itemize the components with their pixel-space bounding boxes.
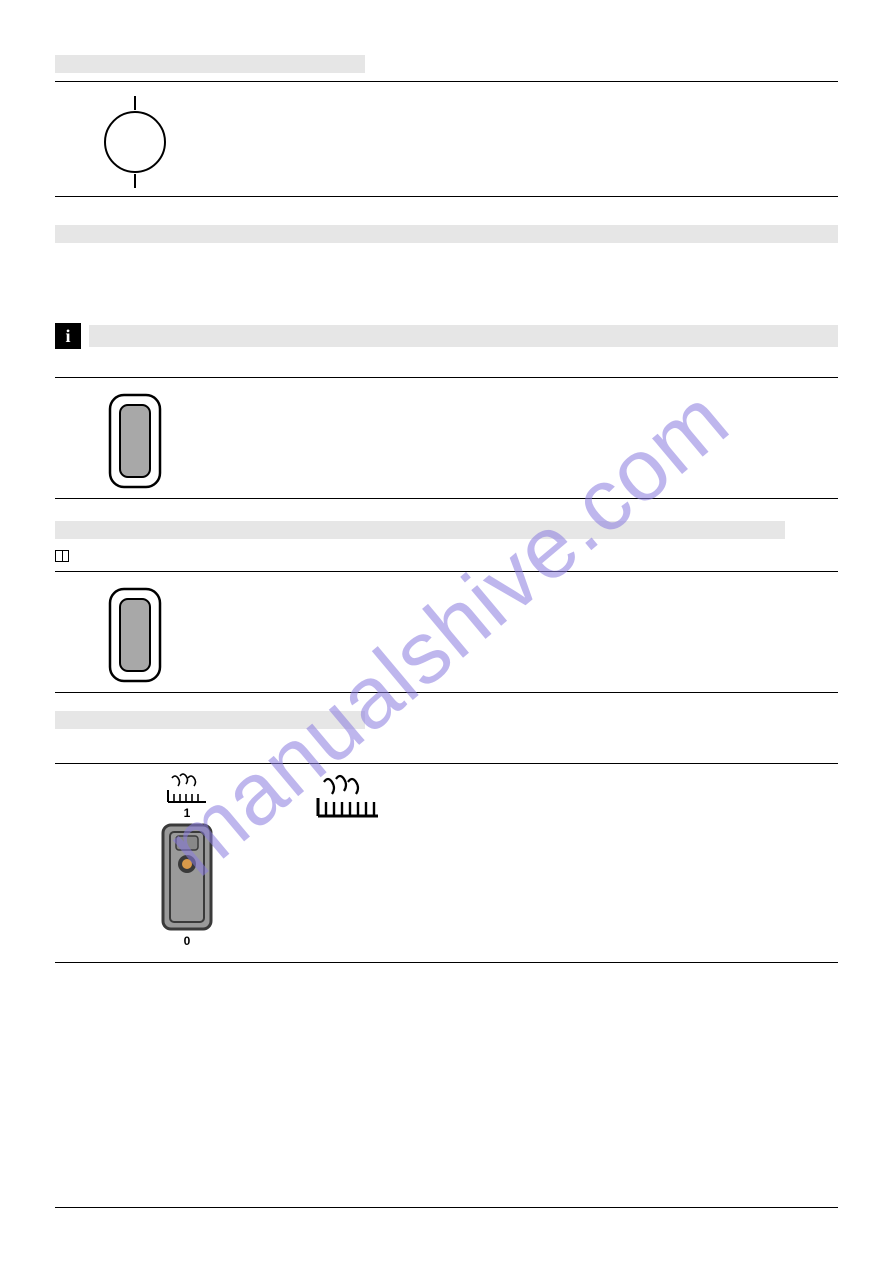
row-heat-switch: 1 0 xyxy=(55,763,838,963)
info-callout: i xyxy=(55,323,838,349)
row-rocker-1 xyxy=(55,377,838,499)
tall-switch-icon xyxy=(160,822,214,932)
row-rocker-2 xyxy=(55,571,838,693)
rocker-switch-icon-2 xyxy=(55,580,215,684)
heat-switch-column: 1 0 xyxy=(160,772,214,948)
footer-rule xyxy=(55,1207,838,1208)
heat-icon-small xyxy=(166,772,208,804)
manual-reference-icon xyxy=(55,550,69,562)
heat-icon-large xyxy=(314,772,382,948)
info-icon: i xyxy=(55,323,81,349)
section-header-3 xyxy=(55,521,785,539)
rocker-switch-icon-1 xyxy=(55,386,215,490)
switch-bottom-label: 0 xyxy=(184,934,191,948)
section-header-1 xyxy=(55,55,365,73)
page-root: i xyxy=(0,0,893,1003)
row-hourglass xyxy=(55,81,838,197)
info-bar xyxy=(89,325,838,347)
section-header-2 xyxy=(55,225,838,243)
switch-top-label: 1 xyxy=(184,806,191,820)
hourglass-icon xyxy=(55,90,215,188)
section-header-4 xyxy=(55,711,365,729)
